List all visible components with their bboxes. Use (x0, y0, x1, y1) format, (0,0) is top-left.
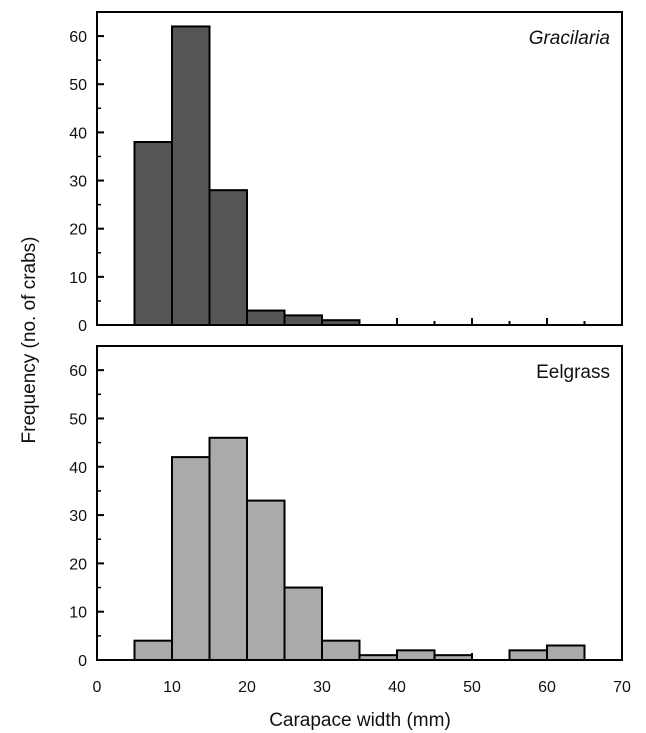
histogram-bar (283, 586, 323, 661)
histogram-bar (133, 639, 173, 662)
gracilaria-panel: 0 10 20 30 40 50 60 Gracilaria (69, 11, 623, 335)
histogram-bar (546, 644, 586, 661)
y-tick-label: 0 (78, 653, 87, 670)
y-tick-label: 40 (69, 460, 87, 477)
histogram-bar (246, 499, 286, 662)
y-tick-label: 20 (69, 222, 87, 239)
y-tick-label: 30 (69, 508, 87, 525)
y-tick-label: 0 (78, 318, 87, 335)
y-tick-label: 60 (69, 29, 87, 46)
histogram-bar (396, 649, 436, 661)
y-tick-label: 20 (69, 556, 87, 573)
y-tick-label: 10 (69, 605, 87, 622)
histogram-bar (321, 639, 361, 662)
y-tick-label: 40 (69, 125, 87, 142)
eelgrass-panel: 0 10 20 30 40 50 60 Eelgrass (69, 345, 623, 670)
y-tick-label: 30 (69, 174, 87, 191)
histogram-bar (208, 189, 248, 326)
x-tick-label: 10 (163, 679, 181, 696)
panel-title: Gracilaria (529, 28, 610, 49)
x-tick-label: 60 (538, 679, 556, 696)
x-axis: 0 10 20 30 40 50 60 70 (93, 679, 631, 696)
y-tick-label: 60 (69, 363, 87, 380)
x-tick-label: 20 (238, 679, 256, 696)
histogram-bar (133, 141, 173, 326)
y-axis-label: Frequency (no. of crabs) (19, 237, 40, 444)
histogram-bar (508, 649, 548, 661)
y-tick-label: 10 (69, 270, 87, 287)
x-tick-label: 70 (613, 679, 631, 696)
histogram-bar (171, 25, 211, 326)
x-tick-label: 50 (463, 679, 481, 696)
x-tick-label: 40 (388, 679, 406, 696)
y-tick-label: 50 (69, 411, 87, 428)
histogram-bar (171, 456, 211, 661)
histogram-bar (283, 314, 323, 327)
histogram-bar (246, 309, 286, 326)
x-tick-label: 0 (93, 679, 102, 696)
x-tick-label: 30 (313, 679, 331, 696)
y-tick-label: 50 (69, 77, 87, 94)
panel-title: Eelgrass (536, 362, 610, 383)
x-axis-label: Carapace width (mm) (269, 710, 451, 731)
histogram-bar (208, 436, 248, 661)
